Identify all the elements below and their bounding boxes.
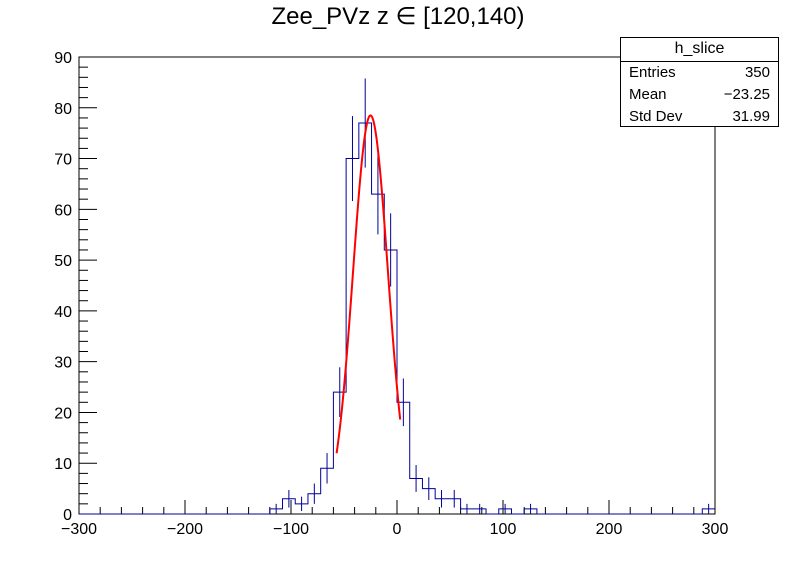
x-tick-label: −100: [273, 521, 309, 538]
y-axis: 0 10 20 30 40 50 60 70 80 90: [54, 50, 97, 524]
y-tick-label: 10: [54, 456, 72, 473]
y-tick-label: 60: [54, 202, 72, 219]
x-tick-label: 100: [490, 521, 517, 538]
chart-title: Zee_PVz z ∈ [120,140): [271, 3, 525, 30]
y-tick-label: 50: [54, 253, 72, 270]
x-tick-label: 300: [702, 521, 729, 538]
y-tick-label: 30: [54, 355, 72, 372]
stats-row-mean: Mean −23.25: [621, 84, 778, 106]
stats-value: −23.25: [723, 86, 770, 103]
stats-label: Std Dev: [629, 108, 683, 125]
stats-box-title: h_slice: [621, 38, 778, 62]
stats-value: 31.99: [732, 108, 770, 125]
histogram-bins: [79, 122, 715, 515]
y-tick-label: 40: [54, 304, 72, 321]
stats-value: 350: [744, 64, 770, 81]
histogram-outline: [79, 122, 715, 515]
y-tick-label: 70: [54, 152, 72, 169]
y-tick-label: 80: [54, 101, 72, 118]
stats-box: h_slice Entries 350 Mean −23.25 Std Dev …: [620, 37, 779, 127]
x-tick-label: 0: [393, 521, 402, 538]
y-tick-label: 0: [63, 507, 72, 524]
error-bars: [275, 78, 710, 514]
stats-label: Mean: [629, 86, 667, 103]
stats-row-entries: Entries 350: [621, 62, 778, 84]
x-tick-label: −200: [167, 521, 203, 538]
stats-label: Entries: [629, 64, 676, 81]
x-tick-label: −300: [61, 521, 97, 538]
gaussian-fit-curve: [335, 114, 402, 454]
x-tick-label: 200: [596, 521, 623, 538]
y-tick-label: 90: [54, 50, 72, 67]
x-axis: −300 −200 −100 0 100 200 300: [61, 500, 728, 538]
stats-row-stddev: Std Dev 31.99: [621, 106, 778, 128]
y-tick-label: 20: [54, 405, 72, 422]
